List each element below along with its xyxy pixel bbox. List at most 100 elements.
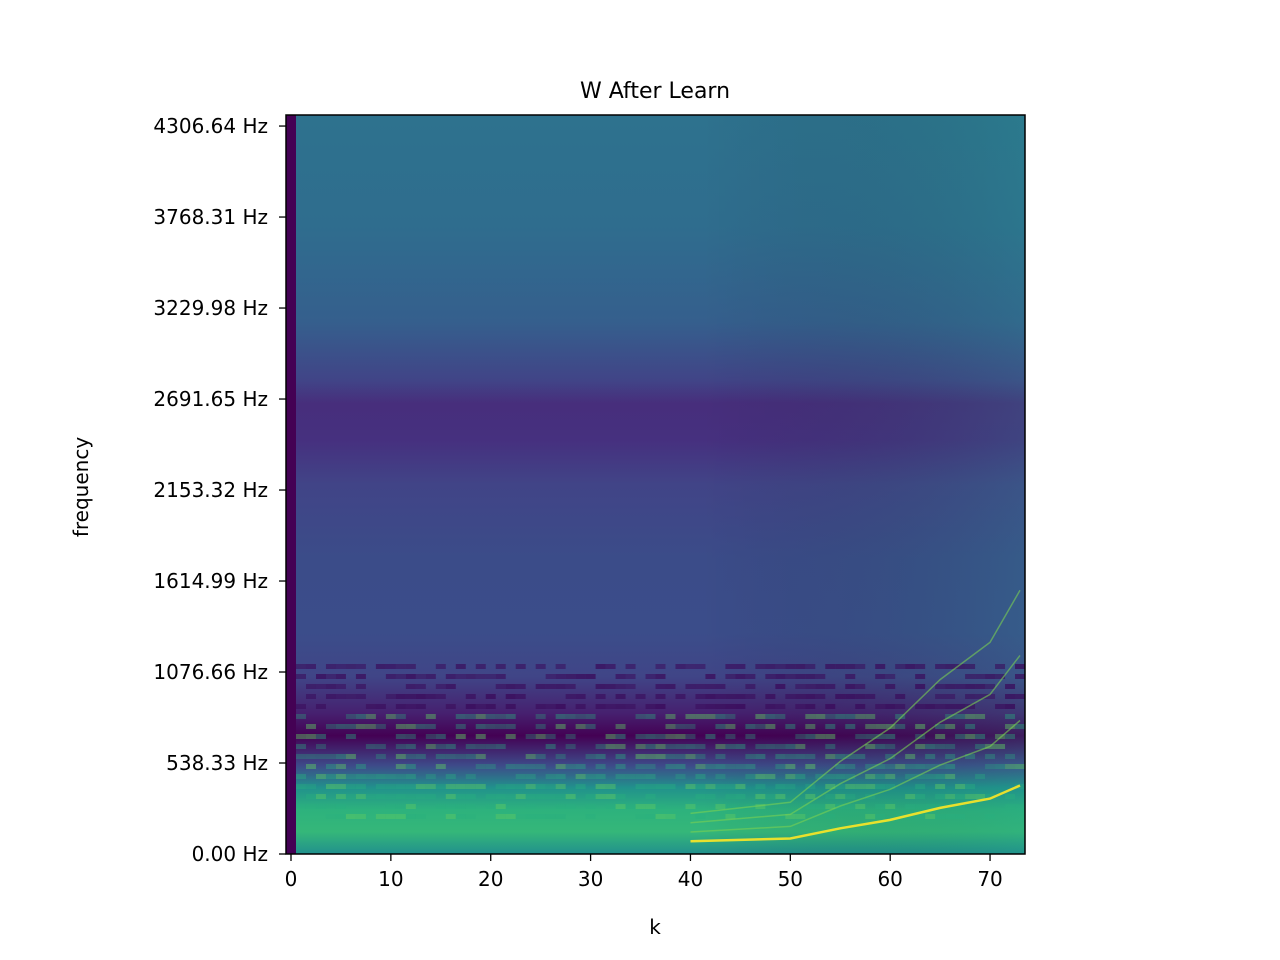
- heatmap-cell: [646, 804, 656, 809]
- heatmap-cell: [306, 694, 316, 699]
- heatmap-cell: [636, 694, 646, 699]
- heatmap-cell: [1015, 664, 1025, 669]
- heatmap-cell: [775, 764, 785, 769]
- heatmap-cell: [546, 794, 556, 799]
- heatmap-cell: [346, 714, 356, 719]
- heatmap-cell: [446, 784, 456, 789]
- heatmap-cell: [516, 794, 526, 799]
- heatmap-cell: [865, 694, 875, 699]
- heatmap-cell: [915, 684, 925, 689]
- heatmap-cell: [855, 754, 865, 759]
- heatmap-cell: [466, 774, 476, 779]
- heatmap-cell: [765, 714, 775, 719]
- heatmap-cell: [775, 674, 785, 679]
- heatmap-cell: [675, 764, 685, 769]
- heatmap-cell: [656, 814, 666, 819]
- heatmap-cell: [616, 794, 626, 799]
- heatmap-cell: [406, 734, 416, 739]
- heatmap-cell: [785, 724, 795, 729]
- heatmap-cell: [406, 754, 416, 759]
- heatmap-cell: [685, 664, 695, 669]
- heatmap-cell: [735, 694, 745, 699]
- heatmap-cell: [915, 744, 925, 749]
- heatmap-cell: [406, 814, 416, 819]
- heatmap-cell: [586, 674, 596, 679]
- heatmap-cell: [326, 664, 336, 669]
- heatmap-cell: [915, 794, 925, 799]
- heatmap-cell: [825, 734, 835, 739]
- heatmap-cell: [865, 714, 875, 719]
- heatmap-cell: [795, 694, 805, 699]
- heatmap-cell: [735, 744, 745, 749]
- heatmap-cell: [306, 764, 316, 769]
- heatmap-cell: [556, 794, 566, 799]
- heatmap-cell: [446, 674, 456, 679]
- heatmap-cell: [675, 774, 685, 779]
- heatmap-cell: [705, 694, 715, 699]
- heatmap-cell: [865, 814, 875, 819]
- heatmap-cell: [506, 764, 516, 769]
- heatmap-cell: [765, 664, 775, 669]
- heatmap-cell: [735, 704, 745, 709]
- heatmap-cell: [745, 724, 755, 729]
- heatmap-cell: [456, 784, 466, 789]
- heatmap-cell: [316, 684, 326, 689]
- heatmap-cell: [626, 684, 636, 689]
- heatmap-cell: [795, 744, 805, 749]
- heatmap-cell: [556, 804, 566, 809]
- heatmap-cell: [546, 684, 556, 689]
- heatmap-cell: [885, 674, 895, 679]
- heatmap-cell: [975, 734, 985, 739]
- heatmap-cell: [755, 754, 765, 759]
- heatmap-cell: [416, 814, 426, 819]
- heatmap-cell: [875, 724, 885, 729]
- heatmap-cell: [865, 744, 875, 749]
- heatmap-cell: [1005, 684, 1015, 689]
- heatmap-cell: [755, 784, 765, 789]
- heatmap-cell: [526, 814, 536, 819]
- heatmap-cell: [316, 704, 326, 709]
- heatmap-cell: [845, 714, 855, 719]
- heatmap-cell: [745, 694, 755, 699]
- heatmap-cell: [656, 684, 666, 689]
- heatmap-cell: [685, 724, 695, 729]
- heatmap-cell: [945, 814, 955, 819]
- heatmap-cell: [396, 674, 406, 679]
- heatmap-cell: [346, 784, 356, 789]
- heatmap-cell: [306, 664, 316, 669]
- heatmap-cell: [606, 664, 616, 669]
- heatmap-cell: [715, 804, 725, 809]
- y-tick-label: 538.33 Hz: [166, 751, 268, 775]
- heatmap-cell: [815, 804, 825, 809]
- heatmap-cell: [366, 704, 376, 709]
- heatmap-cell: [416, 674, 426, 679]
- heatmap-cell: [705, 794, 715, 799]
- heatmap-cell: [636, 774, 646, 779]
- heatmap-cell: [526, 754, 536, 759]
- heatmap-cell: [875, 774, 885, 779]
- x-tick-label: 0: [285, 867, 298, 891]
- heatmap-cell: [546, 784, 556, 789]
- heatmap-cell: [935, 734, 945, 739]
- heatmap-cell: [835, 664, 845, 669]
- heatmap-cell: [526, 764, 536, 769]
- heatmap-cell: [885, 804, 895, 809]
- heatmap-cell: [316, 754, 326, 759]
- heatmap-cell: [556, 814, 566, 819]
- heatmap-cell: [626, 774, 636, 779]
- heatmap-cell: [406, 724, 416, 729]
- heatmap-cell: [596, 664, 606, 669]
- heatmap-cell: [825, 744, 835, 749]
- heatmap-cell: [975, 674, 985, 679]
- heatmap-cell: [636, 734, 646, 739]
- heatmap-cell: [785, 764, 795, 769]
- heatmap-cell: [895, 764, 905, 769]
- heatmap-cell: [765, 794, 775, 799]
- heatmap-cell: [366, 794, 376, 799]
- heatmap-cell: [715, 754, 725, 759]
- heatmap-cell: [646, 734, 656, 739]
- heatmap-cell: [715, 704, 725, 709]
- heatmap-cell: [546, 744, 556, 749]
- heatmap-cell: [346, 734, 356, 739]
- heatmap-cell: [306, 754, 316, 759]
